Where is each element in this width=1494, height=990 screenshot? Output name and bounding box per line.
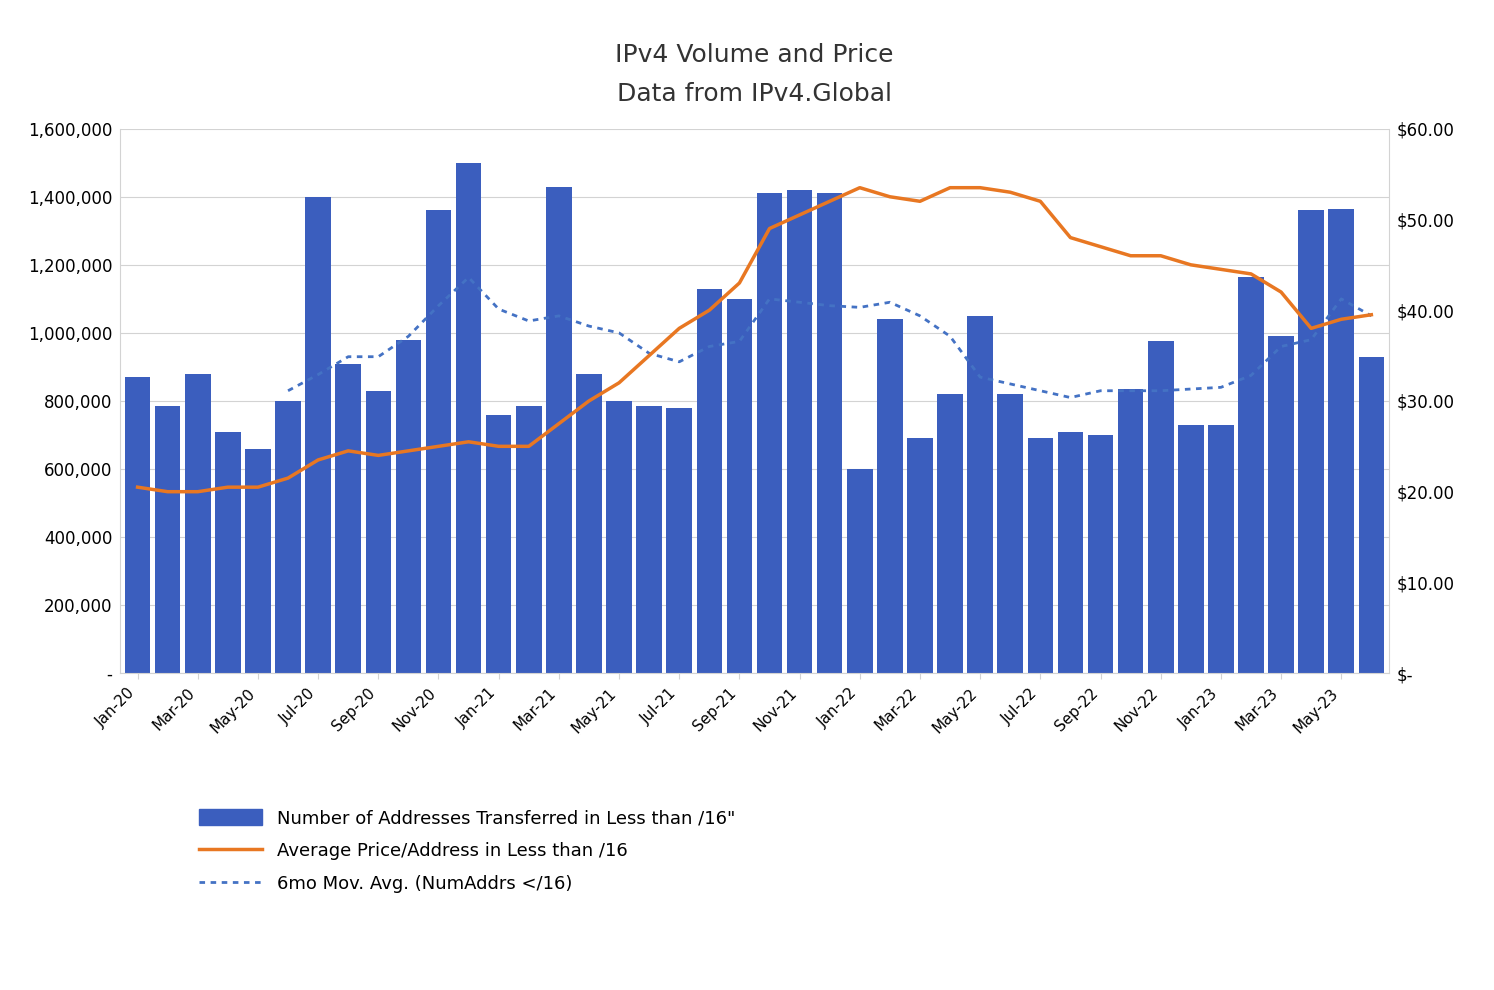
Legend: Number of Addresses Transferred in Less than /16", Average Price/Address in Less: Number of Addresses Transferred in Less … xyxy=(193,802,743,900)
Bar xyxy=(125,377,151,673)
Bar xyxy=(907,439,932,673)
Bar xyxy=(757,193,783,673)
Bar xyxy=(636,406,662,673)
Bar xyxy=(185,374,211,673)
Bar xyxy=(666,408,692,673)
Bar xyxy=(998,394,1023,673)
Bar xyxy=(515,406,541,673)
Bar xyxy=(726,299,751,673)
Bar xyxy=(937,394,962,673)
Bar xyxy=(1179,425,1204,673)
Bar xyxy=(1147,342,1173,673)
Bar xyxy=(1358,356,1383,673)
Bar xyxy=(1088,435,1113,673)
Bar xyxy=(305,197,330,673)
Title: IPv4 Volume and Price
Data from IPv4.Global: IPv4 Volume and Price Data from IPv4.Glo… xyxy=(616,43,893,106)
Bar xyxy=(968,316,994,673)
Bar xyxy=(1209,425,1234,673)
Bar xyxy=(1118,389,1143,673)
Bar xyxy=(1298,211,1324,673)
Bar xyxy=(155,406,181,673)
Bar xyxy=(1028,439,1053,673)
Bar xyxy=(456,162,481,673)
Bar xyxy=(215,432,241,673)
Bar xyxy=(336,363,362,673)
Bar xyxy=(1268,337,1294,673)
Bar xyxy=(696,289,722,673)
Bar xyxy=(577,374,602,673)
Bar xyxy=(1239,277,1264,673)
Bar xyxy=(817,193,843,673)
Bar xyxy=(607,401,632,673)
Bar xyxy=(847,469,872,673)
Bar xyxy=(275,401,300,673)
Bar xyxy=(877,320,902,673)
Bar xyxy=(486,415,511,673)
Bar xyxy=(396,340,421,673)
Bar xyxy=(787,190,813,673)
Bar xyxy=(366,391,391,673)
Bar xyxy=(245,448,270,673)
Bar xyxy=(426,211,451,673)
Bar xyxy=(547,186,572,673)
Bar xyxy=(1058,432,1083,673)
Bar xyxy=(1328,209,1354,673)
